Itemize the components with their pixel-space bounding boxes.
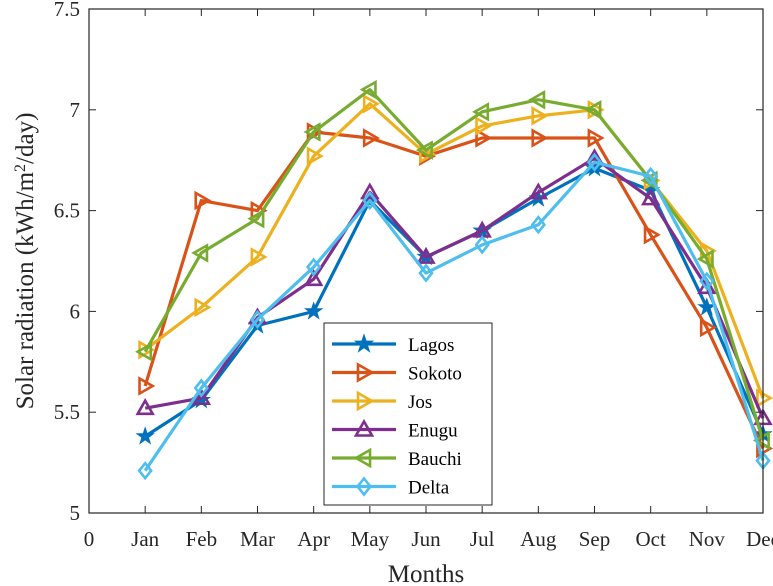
data-point-jos bbox=[306, 146, 324, 166]
legend-marker-jos bbox=[356, 390, 375, 412]
y-tick-label: 6 bbox=[70, 299, 81, 323]
data-point-delta bbox=[418, 263, 434, 283]
y-tick-label: 5.5 bbox=[54, 400, 80, 424]
legend: Lagos Sokoto Jos Enugu Bauchi Delta bbox=[323, 322, 493, 506]
x-tick-label: Aug bbox=[520, 527, 557, 551]
x-tick-label: Nov bbox=[689, 527, 726, 551]
data-point-sokoto bbox=[194, 190, 212, 211]
legend-items: Lagos Sokoto Jos Enugu Bauchi Delta bbox=[332, 333, 462, 499]
y-axis-title: Solar radiation (kWh/m2/day) bbox=[12, 113, 40, 410]
data-point-delta bbox=[306, 257, 322, 277]
data-point-delta bbox=[530, 215, 546, 235]
legend-box bbox=[323, 322, 493, 506]
y-axis-title-superscript: 2 bbox=[12, 164, 29, 172]
legend-item-delta: Delta bbox=[332, 476, 450, 499]
x-tick-label: Feb bbox=[186, 527, 218, 551]
data-point-delta bbox=[643, 166, 659, 186]
data-point-bauchi bbox=[191, 243, 209, 263]
data-point-jos bbox=[250, 247, 268, 267]
data-point-bauchi bbox=[415, 140, 433, 160]
x-tick-label: Jan bbox=[131, 527, 159, 551]
data-point-sokoto bbox=[587, 128, 605, 148]
legend-label-delta: Delta bbox=[408, 478, 450, 499]
y-axis-title-main: Solar radiation (kWh/m bbox=[12, 171, 39, 409]
data-point-sokoto bbox=[362, 128, 380, 148]
legend-label-jos: Jos bbox=[408, 392, 432, 413]
x-tick-label: Oct bbox=[636, 527, 666, 551]
data-point-delta bbox=[699, 271, 715, 291]
data-point-jos bbox=[531, 106, 549, 126]
legend-marker-lagos bbox=[353, 333, 375, 353]
data-point-enugu bbox=[640, 188, 661, 206]
x-tick-label: Jul bbox=[470, 527, 495, 551]
data-point-bauchi bbox=[528, 89, 546, 110]
data-point-jos bbox=[194, 297, 212, 318]
data-point-bauchi bbox=[359, 79, 377, 100]
data-point-enugu bbox=[528, 182, 549, 200]
legend-item-enugu: Enugu bbox=[332, 418, 458, 442]
x-tick-label: Dec bbox=[746, 527, 773, 551]
x-tick-label: 0 bbox=[84, 527, 95, 551]
data-point-enugu bbox=[303, 269, 324, 287]
data-point-lagos bbox=[303, 301, 324, 320]
y-tick-label: 6.5 bbox=[54, 199, 80, 223]
data-point-bauchi bbox=[135, 341, 153, 362]
data-point-jos bbox=[756, 388, 773, 408]
series-line-sokoto bbox=[143, 130, 765, 450]
legend-marker-enugu bbox=[353, 418, 375, 437]
x-axis-ticks: 0 Jan Feb Mar Apr May Jun Jul Aug Sep Oct Nov Dec bbox=[84, 9, 773, 551]
x-tick-label: May bbox=[351, 527, 390, 551]
data-point-delta bbox=[193, 378, 209, 398]
data-point-delta bbox=[249, 309, 266, 330]
legend-label-bauchi: Bauchi bbox=[408, 449, 462, 470]
legend-item-bauchi: Bauchi bbox=[332, 447, 462, 470]
legend-marker-bauchi bbox=[353, 447, 372, 469]
legend-item-lagos: Lagos bbox=[332, 333, 454, 356]
legend-marker-sokoto bbox=[356, 362, 375, 383]
series-line-delta bbox=[143, 160, 765, 472]
legend-marker-delta bbox=[355, 476, 373, 497]
y-tick-label: 5 bbox=[70, 501, 81, 525]
data-point-enugu bbox=[416, 246, 436, 264]
legend-item-jos: Jos bbox=[332, 390, 432, 413]
y-tick-label: 7.5 bbox=[54, 0, 80, 21]
data-point-sokoto bbox=[643, 225, 661, 245]
data-point-enugu bbox=[135, 398, 155, 416]
data-point-lagos bbox=[135, 426, 155, 445]
data-point-jos bbox=[475, 116, 493, 136]
y-axis-ticks: 5 5.5 6 6.5 7 7.5 bbox=[54, 0, 763, 525]
data-point-bauchi bbox=[584, 100, 602, 120]
legend-label-sokoto: Sokoto bbox=[408, 364, 462, 385]
x-tick-label: Sep bbox=[579, 527, 611, 551]
legend-label-lagos: Lagos bbox=[408, 335, 454, 356]
legend-label-enugu: Enugu bbox=[408, 421, 458, 442]
data-point-delta bbox=[362, 190, 378, 211]
data-point-sokoto bbox=[699, 317, 717, 338]
x-axis-title: Months bbox=[388, 561, 464, 586]
data-point-delta bbox=[586, 152, 603, 172]
data-point-delta bbox=[474, 235, 490, 255]
data-point-delta bbox=[137, 461, 153, 481]
y-tick-label: 7 bbox=[70, 98, 81, 122]
data-point-enugu bbox=[360, 182, 380, 200]
data-point-enugu bbox=[697, 277, 717, 295]
data-point-enugu bbox=[191, 387, 212, 406]
series-delta bbox=[137, 152, 771, 481]
y-axis-title-suffix: /day) bbox=[12, 113, 39, 164]
data-point-bauchi bbox=[247, 208, 265, 229]
data-point-sokoto bbox=[138, 376, 156, 396]
x-tick-label: Mar bbox=[240, 527, 275, 551]
data-point-bauchi bbox=[752, 430, 770, 451]
data-point-bauchi bbox=[696, 249, 714, 269]
data-point-bauchi bbox=[472, 102, 490, 122]
series-layer bbox=[135, 79, 773, 481]
legend-item-sokoto: Sokoto bbox=[332, 362, 462, 385]
data-point-sokoto bbox=[475, 128, 493, 148]
data-point-jos bbox=[362, 94, 380, 114]
data-point-sokoto bbox=[531, 128, 549, 148]
x-tick-label: Jun bbox=[411, 527, 441, 551]
data-point-bauchi bbox=[303, 122, 321, 142]
x-tick-label: Apr bbox=[297, 527, 330, 551]
